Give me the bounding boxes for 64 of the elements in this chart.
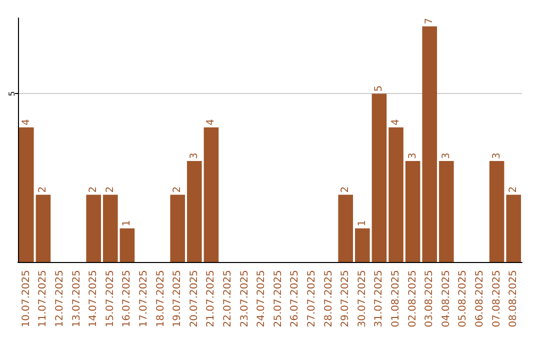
data-label: 2 xyxy=(172,186,184,193)
x-tick-label: 11.07.2025 xyxy=(38,270,49,328)
x-tick-label: 04.08.2025 xyxy=(440,270,452,328)
data-label: 2 xyxy=(104,186,116,193)
x-tick-label: 02.08.2025 xyxy=(407,270,418,328)
data-label: 7 xyxy=(424,18,436,24)
bar xyxy=(36,194,51,262)
x-tick-label: 15.07.2025 xyxy=(104,270,116,328)
bar xyxy=(204,127,219,262)
data-label: 2 xyxy=(88,186,100,193)
bar xyxy=(338,194,353,262)
x-tick-label: 01.08.2025 xyxy=(390,270,402,328)
data-label: 4 xyxy=(206,119,217,126)
x-tick-label: 29.07.2025 xyxy=(340,270,352,328)
bar xyxy=(372,94,387,262)
bar xyxy=(388,127,404,262)
x-tick-label: 30.07.2025 xyxy=(356,270,368,328)
x-tick-label: 23.07.2025 xyxy=(239,270,250,328)
x-tick-label: 28.07.2025 xyxy=(323,270,334,328)
bar xyxy=(489,161,504,262)
data-label: 2 xyxy=(38,186,49,193)
data-label: 3 xyxy=(188,152,200,160)
x-tick-label: 21.07.2025 xyxy=(206,270,217,328)
x-tick-label: 10.07.2025 xyxy=(20,270,32,328)
bar xyxy=(120,228,135,262)
data-label: 4 xyxy=(20,119,32,126)
bar xyxy=(187,161,202,262)
x-tick-label: 07.08.2025 xyxy=(491,270,502,328)
data-label: 3 xyxy=(440,152,452,160)
bar xyxy=(170,194,185,262)
data-label: 2 xyxy=(508,186,520,193)
x-tick-label: 05.08.2025 xyxy=(458,270,469,328)
x-tick-label: 13.07.2025 xyxy=(71,270,82,328)
data-label: 4 xyxy=(390,119,402,126)
data-label: 1 xyxy=(122,220,133,226)
bar xyxy=(405,161,420,262)
bar xyxy=(422,26,437,262)
data-label: 5 xyxy=(374,85,385,92)
data-label: 2 xyxy=(340,186,352,193)
x-tick-label: 26.07.2025 xyxy=(290,270,301,328)
data-label: 3 xyxy=(407,152,418,160)
x-tick-label: 18.07.2025 xyxy=(155,270,166,328)
x-tick-label: 16.07.2025 xyxy=(122,270,133,328)
bar xyxy=(103,194,118,262)
bar xyxy=(355,228,370,262)
data-label: 3 xyxy=(491,152,502,160)
x-tick-label: 31.07.2025 xyxy=(374,270,385,328)
x-tick-label: 06.08.2025 xyxy=(474,270,486,328)
x-tick-label: 22.07.2025 xyxy=(222,270,234,328)
bar xyxy=(506,194,521,262)
x-tick-label: 24.07.2025 xyxy=(256,270,268,328)
bar xyxy=(86,194,101,262)
x-tick-label: 08.08.2025 xyxy=(508,270,520,328)
x-tick-label: 27.07.2025 xyxy=(306,270,318,328)
x-tick-label: 20.07.2025 xyxy=(188,270,200,328)
x-tick-label: 17.07.2025 xyxy=(138,270,150,328)
x-tick-label: 19.07.2025 xyxy=(172,270,184,328)
x-tick-label: 14.07.2025 xyxy=(88,270,100,328)
data-label: 1 xyxy=(356,220,368,226)
x-tick-label: 12.07.2025 xyxy=(54,270,66,328)
bar xyxy=(19,127,34,262)
bar xyxy=(439,161,454,262)
x-tick-label: 03.08.2025 xyxy=(424,270,436,328)
x-tick-label: 25.07.2025 xyxy=(272,270,284,328)
